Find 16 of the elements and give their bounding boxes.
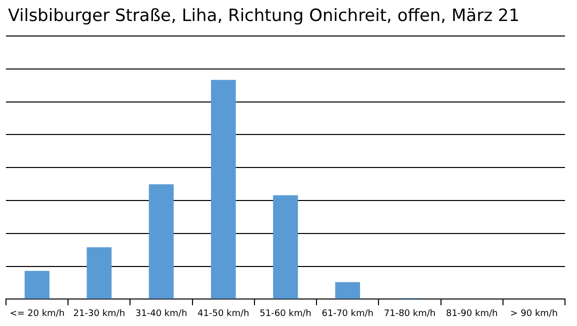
bar (24, 270, 50, 299)
bar (335, 282, 360, 299)
bar (273, 195, 298, 299)
bar (148, 184, 174, 299)
x-tick-label: 31-40 km/h (135, 308, 188, 319)
bar (86, 247, 112, 299)
x-tick-label: 21-30 km/h (73, 308, 126, 319)
x-tick-label: 61-70 km/h (322, 308, 374, 319)
x-tick-label: 41-50 km/h (198, 308, 250, 319)
bar (210, 80, 236, 299)
x-tick-label: 71-80 km/h (384, 308, 436, 319)
chart-title: Vilsbiburger Straße, Liha, Richtung Onichreit, offen, März 21 (8, 6, 520, 26)
x-tick-label: 51-60 km/h (260, 308, 312, 319)
x-tick-label: <= 20 km/h (10, 308, 65, 319)
x-tick-label: 81-90 km/h (446, 308, 498, 319)
x-tick-label: > 90 km/h (510, 308, 558, 319)
